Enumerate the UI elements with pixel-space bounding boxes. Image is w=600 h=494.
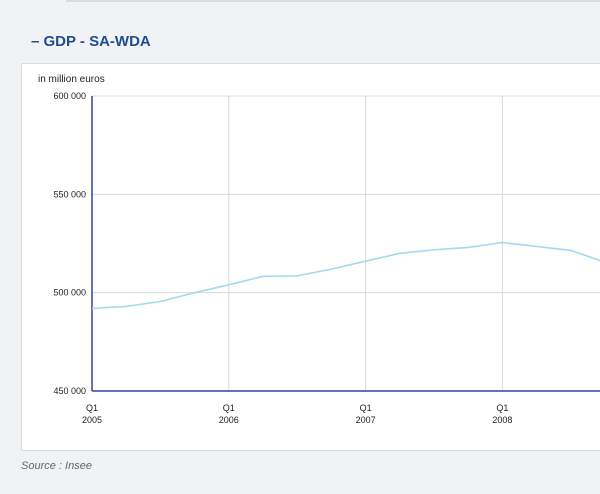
page-title: – GDP - SA-WDA xyxy=(31,33,151,50)
x-tick-label-quarter: Q1 xyxy=(360,403,372,413)
x-tick-label-quarter: Q1 xyxy=(496,403,508,413)
y-axis-unit-label: in million euros xyxy=(38,74,105,85)
y-tick-label: 600 000 xyxy=(53,91,86,101)
source-note: Source : Insee xyxy=(21,460,92,472)
x-tick-label-year: 2005 xyxy=(82,415,102,425)
top-divider xyxy=(66,0,600,2)
x-tick-label-year: 2007 xyxy=(356,415,376,425)
x-tick-label-quarter: Q1 xyxy=(86,403,98,413)
y-tick-label: 500 000 xyxy=(53,288,86,298)
y-tick-label: 450 000 xyxy=(53,386,86,396)
chart-panel xyxy=(21,63,600,451)
x-tick-label-year: 2008 xyxy=(492,415,512,425)
x-tick-label-year: 2006 xyxy=(219,415,239,425)
gdp-series-line xyxy=(91,241,600,310)
x-tick-label-quarter: Q1 xyxy=(223,403,235,413)
y-tick-label: 550 000 xyxy=(53,189,86,199)
